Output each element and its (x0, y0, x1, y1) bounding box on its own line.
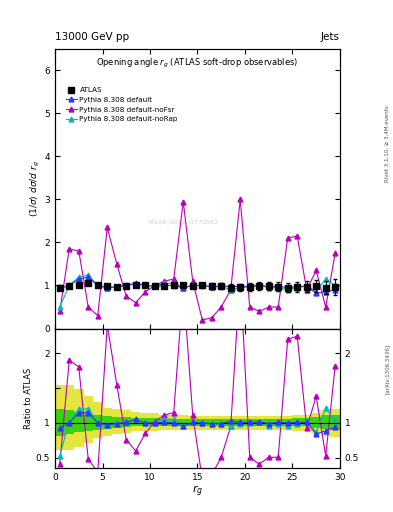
Legend: ATLAS, Pythia 8.308 default, Pythia 8.308 default-noFsr, Pythia 8.308 default-no: ATLAS, Pythia 8.308 default, Pythia 8.30… (64, 86, 180, 124)
Bar (235, 416, 245, 430)
Bar (188, 419, 198, 426)
Bar (198, 416, 207, 430)
Bar (283, 419, 292, 426)
Bar (169, 415, 178, 430)
Bar (264, 416, 274, 430)
Y-axis label: Ratio to ATLAS: Ratio to ATLAS (24, 368, 33, 429)
Bar (264, 419, 274, 426)
Bar (74, 390, 84, 447)
Bar (311, 417, 321, 428)
Bar (55, 385, 64, 450)
Bar (131, 418, 141, 426)
Bar (274, 416, 283, 430)
Bar (55, 409, 64, 436)
Bar (235, 419, 245, 426)
Bar (226, 416, 235, 430)
Bar (311, 413, 321, 434)
Bar (84, 413, 93, 432)
Bar (112, 417, 121, 428)
Bar (245, 416, 255, 430)
Bar (112, 409, 121, 434)
Text: Opening angle $r_g$ (ATLAS soft-drop observables): Opening angle $r_g$ (ATLAS soft-drop obs… (96, 57, 299, 70)
Bar (255, 416, 264, 430)
Bar (121, 417, 131, 427)
Bar (255, 419, 264, 426)
Text: [arXiv:1306.3436]: [arXiv:1306.3436] (385, 344, 389, 394)
Bar (331, 415, 340, 430)
Bar (321, 415, 331, 429)
Bar (207, 419, 217, 426)
Bar (141, 418, 150, 426)
Bar (64, 411, 74, 434)
Bar (292, 415, 302, 432)
Bar (207, 416, 217, 430)
Bar (150, 418, 160, 426)
Text: Rivet 3.1.10, ≥ 3.4M events: Rivet 3.1.10, ≥ 3.4M events (385, 105, 389, 182)
Bar (121, 411, 131, 433)
Bar (64, 385, 74, 450)
Bar (93, 402, 103, 438)
Bar (292, 418, 302, 426)
Text: 13000 GeV pp: 13000 GeV pp (55, 32, 129, 42)
Text: Jets: Jets (321, 32, 340, 42)
Bar (141, 413, 150, 432)
Bar (302, 418, 311, 426)
X-axis label: $r_g$: $r_g$ (192, 484, 203, 499)
Text: ATLAS_2019_I1772062: ATLAS_2019_I1772062 (148, 219, 219, 225)
Bar (217, 419, 226, 426)
Bar (93, 415, 103, 430)
Bar (274, 419, 283, 426)
Bar (178, 415, 188, 430)
Bar (74, 412, 84, 432)
Bar (103, 408, 112, 436)
Bar (178, 419, 188, 426)
Bar (160, 419, 169, 426)
Bar (331, 409, 340, 437)
Bar (198, 419, 207, 426)
Bar (150, 413, 160, 432)
Bar (226, 419, 235, 426)
Bar (302, 415, 311, 432)
Bar (103, 416, 112, 429)
Bar (160, 415, 169, 430)
Bar (131, 412, 141, 432)
Bar (188, 416, 198, 430)
Bar (321, 411, 331, 436)
Bar (217, 416, 226, 430)
Bar (283, 416, 292, 430)
Y-axis label: $(1/\sigma)\ d\sigma/d\ r_g$: $(1/\sigma)\ d\sigma/d\ r_g$ (29, 160, 42, 217)
Bar (84, 396, 93, 442)
Bar (245, 419, 255, 426)
Bar (169, 419, 178, 426)
